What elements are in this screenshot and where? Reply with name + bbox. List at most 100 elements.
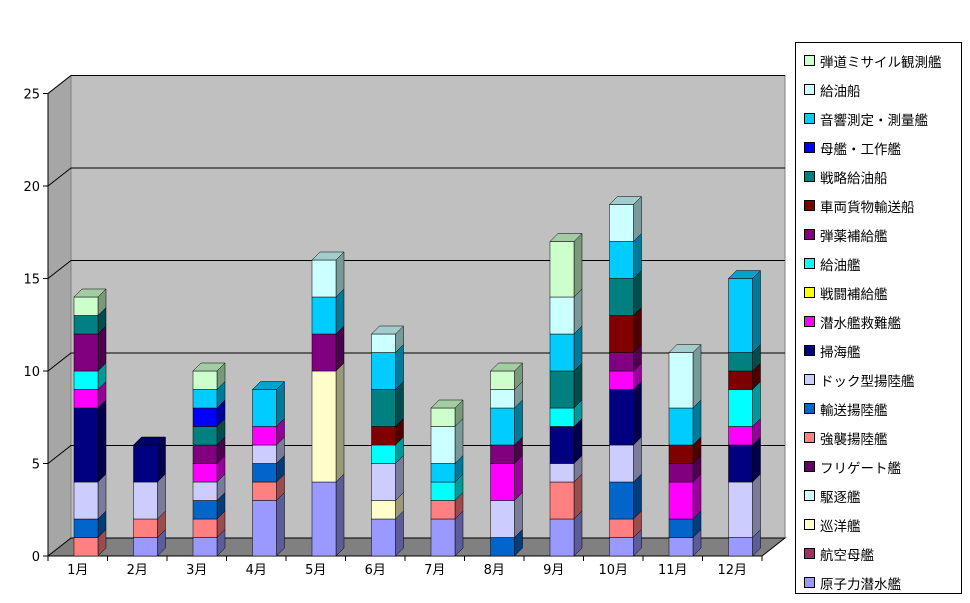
bar-top bbox=[608, 196, 643, 205]
bar-segment bbox=[609, 352, 634, 372]
bar-segment bbox=[430, 426, 456, 464]
bar-segment bbox=[311, 259, 337, 298]
bar-segment bbox=[133, 537, 158, 557]
legend-swatch bbox=[804, 345, 815, 356]
bar-segment bbox=[73, 407, 99, 483]
legend-item: 戦略給油船 bbox=[796, 162, 961, 191]
bar-segment bbox=[728, 426, 753, 446]
legend-item: 輸送揚陸艦 bbox=[796, 394, 961, 423]
bar-segment bbox=[192, 407, 218, 427]
bar-segment bbox=[252, 463, 277, 483]
bar-segment bbox=[549, 463, 575, 483]
bar-segment bbox=[728, 481, 753, 538]
bar-segment bbox=[73, 370, 99, 390]
bar-segment bbox=[549, 481, 575, 520]
bar-segment bbox=[371, 333, 396, 353]
bar-segment bbox=[609, 444, 634, 483]
bar-segment bbox=[252, 481, 277, 501]
legend-swatch bbox=[804, 229, 815, 240]
bar-segment bbox=[430, 500, 456, 520]
bar-segment bbox=[609, 204, 634, 242]
legend-label: 戦闘補給艦 bbox=[820, 286, 888, 303]
y-tick-label: 10 bbox=[23, 365, 40, 380]
legend-label: 弾道ミサイル観測艦 bbox=[820, 54, 942, 71]
x-tick-label: 1月 bbox=[67, 563, 88, 578]
gridline bbox=[47, 167, 785, 187]
bar-top bbox=[132, 436, 167, 446]
bar-segment bbox=[549, 333, 575, 372]
y-tick-label: 15 bbox=[23, 273, 40, 288]
bar-segment bbox=[728, 278, 753, 353]
x-tick-label: 8月 bbox=[484, 563, 505, 578]
bar-segment bbox=[371, 500, 396, 520]
x-tick-label: 6月 bbox=[365, 563, 386, 578]
bar-segment bbox=[192, 463, 218, 483]
bar-segment bbox=[430, 518, 456, 557]
x-tick-label: 7月 bbox=[424, 563, 445, 578]
bar-segment bbox=[311, 296, 337, 335]
bar-segment bbox=[490, 444, 515, 464]
stacked-bar-chart: 0 5 10 15 20 25 1月 2月 3月 4月 5月 6月 7月 8月 9月 10月 11月 12月 bbox=[23, 74, 787, 578]
legend-label: フリゲート艦 bbox=[820, 460, 901, 477]
legend-item: 戦闘補給艦 bbox=[796, 278, 961, 307]
bar-segment bbox=[549, 518, 575, 557]
legend-swatch bbox=[804, 316, 815, 327]
bar-segment bbox=[371, 426, 396, 446]
bar-segment bbox=[371, 352, 396, 390]
bar-top bbox=[668, 344, 702, 353]
bar-segment bbox=[252, 389, 277, 427]
bar-segment bbox=[490, 537, 515, 557]
legend-swatch bbox=[804, 171, 815, 182]
bar-segment bbox=[668, 537, 694, 557]
legend: 弾道ミサイル観測艦 給油船 音響測定・測量艦 母艦・工作艦 戦略給油船 車両貨物輸送船 弾薬… bbox=[795, 42, 962, 594]
bar-segment bbox=[252, 444, 277, 464]
bar-segment bbox=[73, 389, 99, 409]
bar-segment bbox=[311, 481, 337, 557]
legend-swatch bbox=[804, 461, 815, 472]
bar-segment bbox=[73, 518, 99, 538]
bar-segment bbox=[73, 333, 99, 372]
x-tick-label: 5月 bbox=[305, 563, 326, 578]
legend-item: 航空母艦 bbox=[796, 539, 961, 568]
x-tick-label: 11月 bbox=[658, 563, 688, 578]
bar-top bbox=[489, 362, 524, 372]
gridline bbox=[47, 75, 785, 94]
legend-item: 巡洋艦 bbox=[796, 510, 961, 539]
legend-swatch bbox=[804, 432, 815, 443]
bar-segment bbox=[549, 241, 575, 298]
legend-swatch bbox=[804, 490, 815, 501]
legend-label: 強襲揚陸艦 bbox=[820, 431, 888, 448]
bar-segment bbox=[73, 315, 99, 335]
bar-segment bbox=[609, 481, 634, 520]
y-tick-label: 5 bbox=[32, 458, 40, 473]
bar-segment bbox=[609, 537, 634, 557]
legend-item: 駆逐艦 bbox=[796, 481, 961, 510]
bar-segment bbox=[311, 370, 337, 483]
bar-segment bbox=[549, 296, 575, 335]
bar-segment bbox=[728, 537, 753, 557]
bar-segment-side bbox=[692, 343, 702, 409]
bar-segment bbox=[192, 426, 218, 446]
bar-segment bbox=[609, 315, 634, 353]
bar-segment bbox=[192, 370, 218, 390]
bar-segment-side bbox=[633, 380, 642, 446]
bar-segment bbox=[192, 481, 218, 501]
bar-segment-side bbox=[276, 491, 285, 557]
bar-segment-side bbox=[752, 269, 761, 354]
bar-segment bbox=[728, 370, 753, 390]
bar-segment-side bbox=[335, 473, 345, 557]
bar-segment bbox=[430, 463, 456, 483]
bar-segment bbox=[668, 444, 694, 464]
bar-segment bbox=[133, 444, 158, 483]
legend-swatch bbox=[804, 374, 815, 385]
bar-top bbox=[549, 233, 583, 242]
gridline bbox=[47, 352, 785, 372]
bar-top bbox=[727, 270, 762, 279]
bar-segment bbox=[490, 407, 515, 446]
bar-segment bbox=[549, 407, 575, 427]
legend-item: ドック型揚陸艦 bbox=[796, 365, 961, 394]
bar-top bbox=[251, 381, 286, 390]
bar-segment bbox=[73, 537, 99, 557]
legend-swatch bbox=[804, 55, 815, 66]
legend-swatch bbox=[804, 548, 815, 559]
